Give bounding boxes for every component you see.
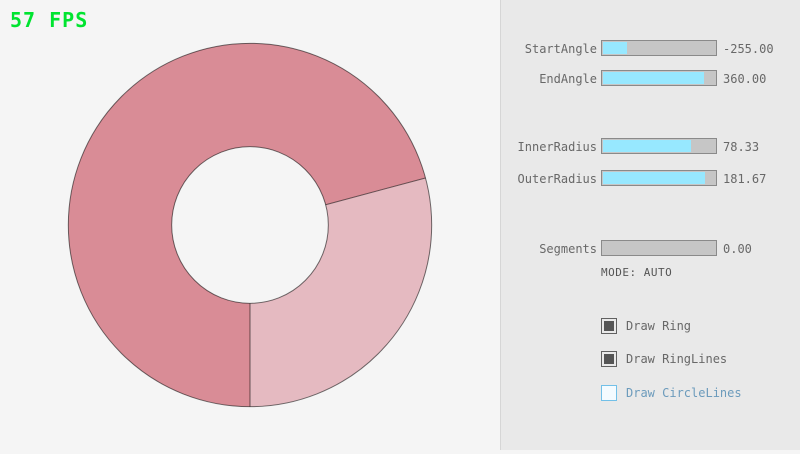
segments-row: Segments 0.00	[501, 240, 800, 256]
segments-value: 0.00	[723, 242, 752, 256]
end-angle-slider-fill	[603, 72, 704, 84]
inner-radius-value: 78.33	[723, 140, 760, 154]
draw-ring-row: Draw Ring	[601, 318, 691, 334]
start-angle-value: -255.00	[723, 42, 774, 56]
ring-inner-circle-line	[171, 146, 329, 304]
draw-ringlines-checkbox[interactable]	[601, 351, 617, 367]
draw-ringlines-label: Draw RingLines	[626, 352, 728, 366]
draw-circlelines-label: Draw CircleLines	[626, 386, 742, 400]
start-angle-slider[interactable]	[601, 40, 717, 56]
inner-radius-label: InnerRadius	[517, 140, 597, 154]
inner-radius-slider[interactable]	[601, 138, 717, 154]
controls-panel: StartAngle -255.00 EndAngle 360.00 Inner…	[500, 0, 800, 450]
segments-mode-text: MODE: AUTO	[601, 266, 673, 279]
inner-radius-row: InnerRadius 78.33	[501, 138, 800, 154]
end-angle-slider[interactable]	[601, 70, 717, 86]
ring-canvas	[67, 42, 433, 408]
start-angle-row: StartAngle -255.00	[501, 40, 800, 56]
start-angle-slider-fill	[603, 42, 628, 54]
fps-counter: 57 FPS	[10, 8, 89, 32]
outer-radius-slider-fill	[603, 172, 705, 184]
outer-radius-value: 181.67	[723, 172, 767, 186]
end-angle-row: EndAngle 360.00	[501, 70, 800, 86]
draw-ring-label: Draw Ring	[626, 319, 692, 333]
inner-radius-slider-fill	[603, 140, 691, 152]
ring-dark-sector	[68, 43, 426, 407]
draw-ringlines-row: Draw RingLines	[601, 351, 727, 367]
outer-radius-row: OuterRadius 181.67	[501, 170, 800, 186]
ring-boundary-line	[325, 177, 426, 206]
segments-slider[interactable]	[601, 240, 717, 256]
ring-light-sector	[250, 177, 432, 407]
draw-circlelines-row: Draw CircleLines	[601, 385, 742, 401]
ring-svg	[67, 42, 433, 408]
draw-circlelines-checkbox[interactable]	[601, 385, 617, 401]
end-angle-value: 360.00	[723, 72, 767, 86]
outer-radius-label: OuterRadius	[517, 172, 597, 186]
draw-ring-checkbox[interactable]	[601, 318, 617, 334]
segments-label: Segments	[539, 242, 597, 256]
end-angle-label: EndAngle	[539, 72, 597, 86]
start-angle-label: StartAngle	[524, 42, 597, 56]
outer-radius-slider[interactable]	[601, 170, 717, 186]
